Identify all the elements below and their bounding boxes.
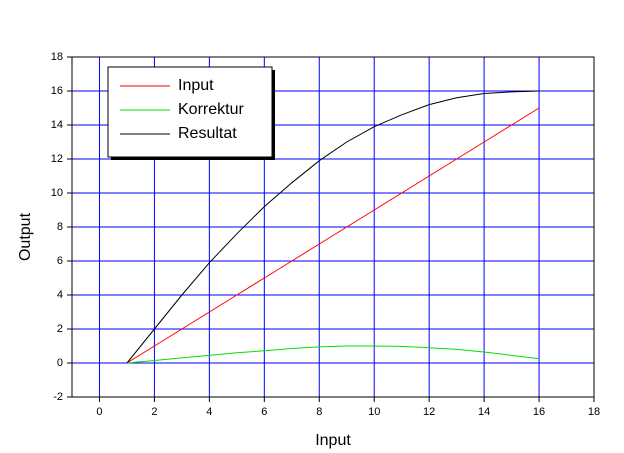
y-tick-label: 4 bbox=[57, 289, 63, 301]
y-tick-label: 0 bbox=[57, 357, 63, 369]
series-line bbox=[126, 107, 540, 364]
x-tick-label: 16 bbox=[533, 406, 545, 418]
y-tick-label: 2 bbox=[57, 323, 63, 335]
legend-label: Input bbox=[178, 77, 214, 94]
x-tick-label: 18 bbox=[588, 406, 600, 418]
y-tick-label: 16 bbox=[51, 85, 63, 97]
x-tick-label: 12 bbox=[423, 406, 435, 418]
y-tick-label: 10 bbox=[51, 187, 63, 199]
y-tick-label: 8 bbox=[57, 221, 63, 233]
y-tick-label: 14 bbox=[51, 119, 63, 131]
legend-label: Resultat bbox=[178, 125, 237, 142]
x-tick-label: 8 bbox=[316, 406, 322, 418]
x-tick-label: 2 bbox=[151, 406, 157, 418]
y-axis-title: Output bbox=[17, 212, 34, 261]
x-tick-label: 10 bbox=[368, 406, 380, 418]
legend-box bbox=[107, 66, 273, 158]
series-line bbox=[126, 345, 540, 364]
x-axis-title: Input bbox=[315, 432, 351, 449]
legend-label: Korrektur bbox=[178, 101, 244, 118]
y-tick-label: 12 bbox=[51, 153, 63, 165]
plot-frame bbox=[71, 56, 595, 398]
x-tick-label: 6 bbox=[261, 406, 267, 418]
x-tick-label: 0 bbox=[96, 406, 102, 418]
x-tick-label: 4 bbox=[206, 406, 212, 418]
y-tick-label: 18 bbox=[51, 51, 63, 63]
x-tick-label: 14 bbox=[478, 406, 490, 418]
y-tick-label: -2 bbox=[53, 391, 63, 403]
y-tick-label: 6 bbox=[57, 255, 63, 267]
series-line bbox=[126, 90, 540, 364]
